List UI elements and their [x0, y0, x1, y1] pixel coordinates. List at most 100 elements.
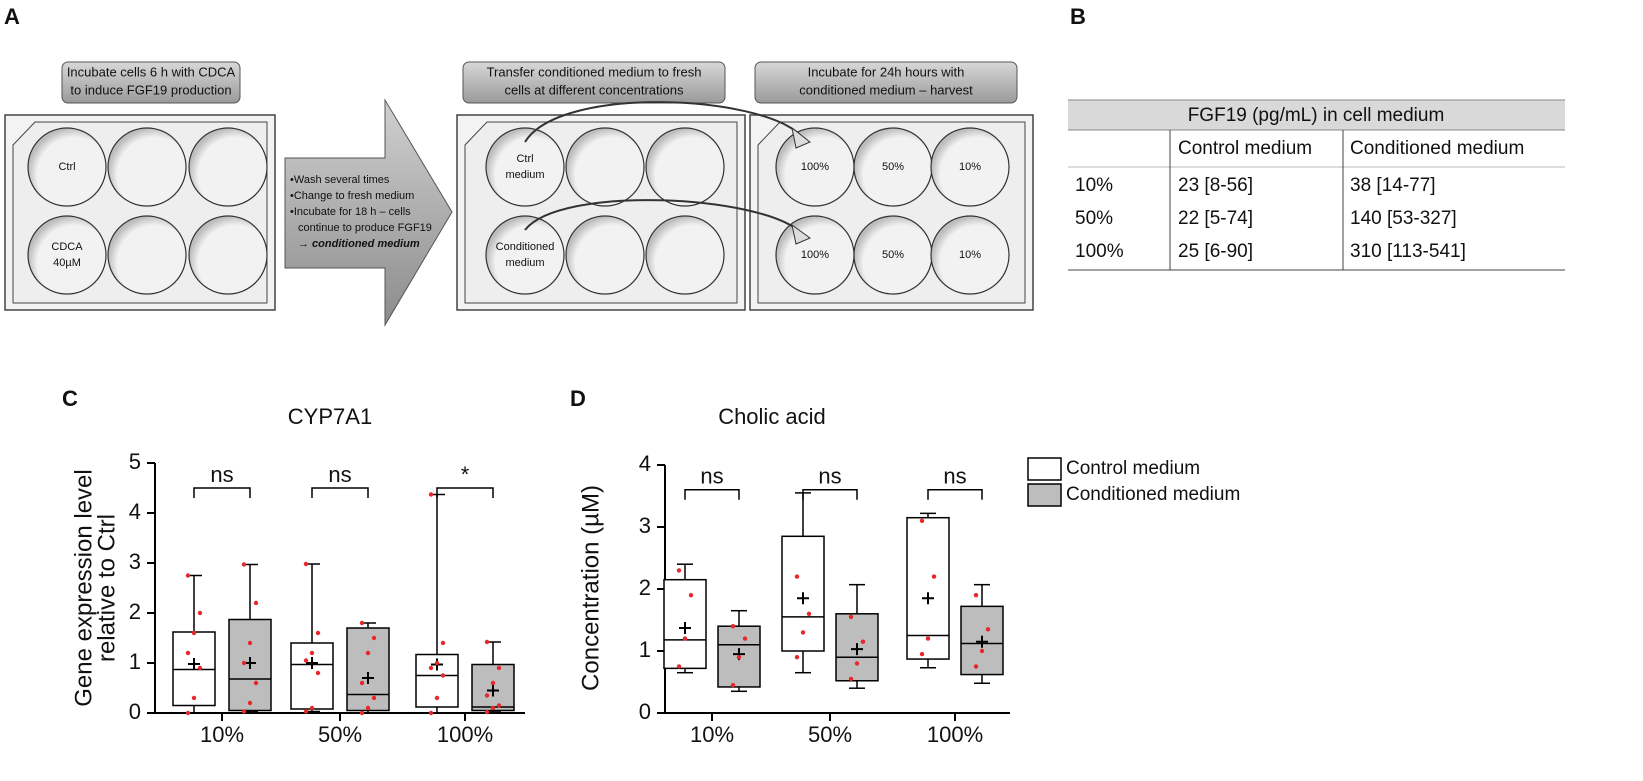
well	[930, 127, 1010, 207]
y-tick-label: 3	[639, 513, 651, 538]
table-cell: 23 [8-56]	[1178, 175, 1253, 196]
y-tick-label: 1	[129, 649, 141, 674]
panel-label: C	[62, 386, 78, 411]
table-cell: 310 [113-541]	[1350, 241, 1466, 262]
data-point	[309, 705, 315, 711]
data-point	[365, 650, 371, 656]
data-point	[973, 593, 979, 598]
data-point	[979, 648, 985, 654]
data-point	[309, 650, 315, 656]
well	[565, 215, 645, 295]
data-point	[371, 695, 377, 701]
data-point	[359, 710, 365, 716]
well-label: 10%	[959, 161, 981, 173]
well	[27, 127, 107, 207]
y-tick-label: 4	[129, 499, 141, 524]
data-point	[919, 651, 925, 657]
data-point	[197, 610, 203, 616]
table-cell: 25 [6-90]	[1178, 241, 1253, 262]
legend-swatch	[1027, 483, 1062, 507]
x-tick-label: 50%	[808, 722, 852, 747]
table-cell: 10%	[1075, 175, 1113, 196]
well	[27, 215, 107, 295]
data-point	[359, 680, 365, 686]
data-point	[848, 676, 854, 682]
data-point	[247, 640, 253, 646]
data-point	[241, 660, 247, 666]
process-arrow	[284, 98, 453, 327]
arrow-text: •Wash several times	[290, 174, 390, 186]
y-tick-label: 4	[639, 451, 651, 476]
data-point	[253, 600, 259, 606]
table-cell: 100%	[1075, 241, 1124, 262]
well	[645, 215, 725, 295]
well-label: Conditioned	[496, 241, 555, 253]
data-point	[676, 568, 682, 573]
data-point	[241, 562, 247, 567]
data-point	[806, 611, 812, 616]
mean-marker	[362, 672, 374, 684]
well-label: 50%	[882, 249, 904, 261]
well-label: medium	[505, 257, 544, 269]
legend-label: Conditioned medium	[1066, 484, 1240, 505]
data-point	[428, 492, 434, 497]
data-point	[440, 640, 446, 646]
arrow-text: continue to produce FGF19	[298, 222, 432, 234]
data-point	[315, 630, 321, 636]
step-text: conditioned medium – harvest	[799, 82, 973, 97]
data-point	[365, 705, 371, 711]
mean-marker	[306, 657, 318, 669]
well-label: Ctrl	[516, 153, 533, 165]
table-cell: 140 [53-327]	[1350, 208, 1457, 229]
transfer-arrow	[524, 101, 801, 143]
data-point	[736, 655, 742, 660]
transfer-arrow	[524, 199, 801, 233]
step-header	[61, 61, 241, 104]
data-point	[484, 709, 490, 715]
significance-label: ns	[943, 464, 966, 489]
data-point	[794, 574, 800, 579]
well-label: Ctrl	[58, 161, 75, 173]
step-text: Transfer conditioned medium to fresh	[487, 64, 702, 79]
step-text: Incubate for 24h hours with	[808, 64, 965, 79]
data-point	[730, 682, 736, 688]
significance-label: ns	[328, 462, 351, 487]
well-label: 100%	[801, 161, 829, 173]
well-label: 50%	[882, 161, 904, 173]
y-tick-label: 3	[129, 549, 141, 574]
chart-title: Cholic acid	[718, 404, 826, 429]
y-tick-label: 2	[639, 575, 651, 600]
significance-bracket	[684, 489, 740, 500]
well	[485, 127, 565, 207]
well	[188, 215, 268, 295]
table-cell: 38 [14-77]	[1350, 175, 1436, 196]
data-point	[428, 710, 434, 716]
data-point	[973, 664, 979, 669]
data-point	[191, 630, 197, 636]
well-label: 10%	[959, 249, 981, 261]
well-label: CDCA	[51, 241, 83, 253]
table-header-bg	[1068, 100, 1565, 130]
mean-marker	[188, 658, 200, 670]
table-column: Conditioned medium	[1350, 138, 1524, 159]
arrow-head	[791, 126, 811, 149]
well-label: 100%	[801, 249, 829, 261]
data-point	[490, 705, 496, 711]
data-point	[247, 700, 253, 706]
table-column: Control medium	[1178, 138, 1312, 159]
data-point	[185, 573, 191, 578]
x-tick-label: 100%	[437, 722, 493, 747]
y-tick-label: 2	[129, 599, 141, 624]
data-point	[490, 680, 496, 686]
data-point	[848, 614, 854, 620]
x-tick-label: 50%	[318, 722, 362, 747]
panel-label: B	[1070, 4, 1086, 29]
data-point	[434, 695, 440, 701]
mean-marker	[922, 592, 934, 605]
legend-swatch	[1027, 457, 1062, 481]
significance-bracket	[927, 489, 983, 500]
panel-label: D	[570, 386, 586, 411]
well-label: medium	[505, 169, 544, 181]
chart-title: CYP7A1	[288, 404, 372, 429]
